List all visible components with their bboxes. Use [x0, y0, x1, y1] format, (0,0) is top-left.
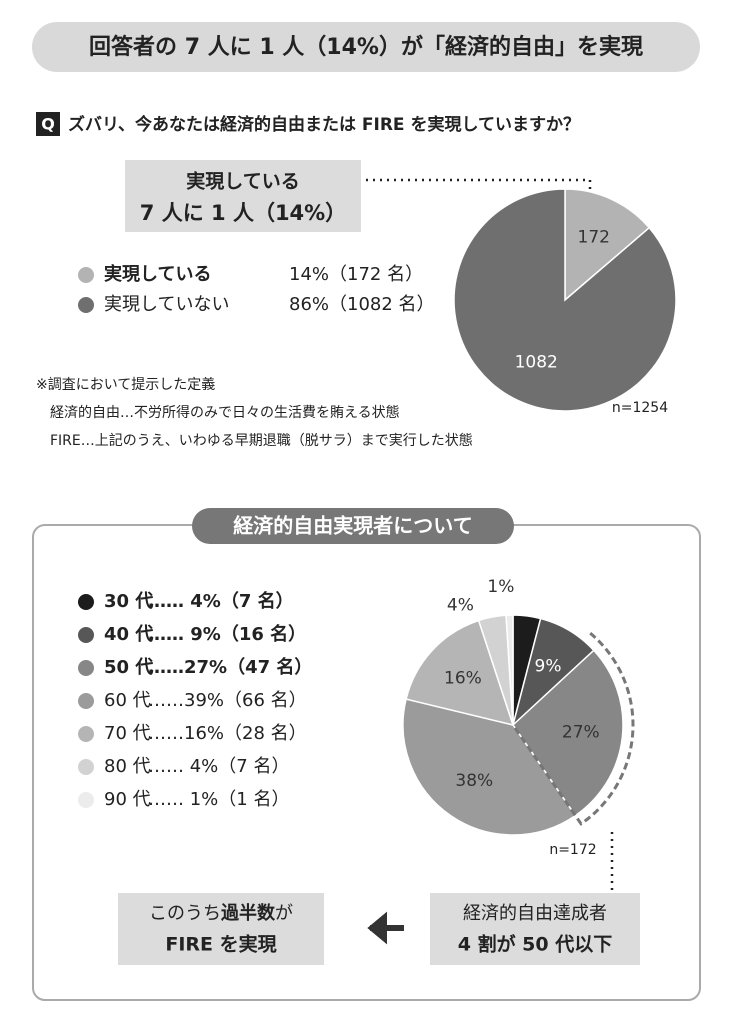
slice-label: 27%: [562, 723, 600, 743]
highlight-line: 7 人に 1 人（14%）: [140, 201, 346, 225]
legend-detail: …… 4%（7 名）: [148, 756, 289, 777]
legend-detail: 86%（1082 名）: [289, 294, 435, 315]
pie-slice: [402, 698, 577, 836]
slice-label: 172: [578, 227, 610, 247]
pie-slice: [453, 188, 677, 412]
legend-swatch: [78, 594, 94, 610]
legend-swatch: [78, 660, 94, 676]
header-title: 回答者の 7 人に 1 人（14%）が「経済的自由」を実現: [89, 34, 643, 60]
legend-swatch: [78, 693, 94, 709]
legend-detail: …… 9%（16 名）: [148, 623, 306, 645]
legend-name: 50 代: [104, 657, 153, 678]
legend-detail: ……27%（47 名）: [148, 656, 312, 678]
callout-text: が: [275, 903, 293, 924]
section-title: 経済的自由実現者について: [233, 514, 472, 538]
callout-text: このうち: [149, 903, 221, 924]
pie-note: n=172: [549, 842, 596, 858]
slice-label: 16%: [444, 669, 482, 689]
legend-detail: …… 4%（7 名）: [148, 590, 294, 612]
highlight-line: 実現している: [186, 170, 299, 193]
legend-swatch: [78, 627, 94, 643]
legend-name: 80 代: [104, 756, 151, 777]
legend-swatch: [78, 297, 94, 313]
legend-detail: …… 1%（1 名）: [148, 789, 289, 810]
slice-label: 9%: [535, 656, 562, 676]
slice-label: 1%: [487, 577, 514, 597]
legend-name: 60 代: [104, 690, 151, 711]
legend-detail: 14%（172 名）: [289, 264, 423, 285]
header-pill: [32, 22, 700, 72]
callout-line: このうち過半数が: [149, 902, 293, 924]
highlight-arc: [511, 632, 635, 826]
q-mark: Q: [41, 115, 55, 134]
legend-detail: ……16%（28 名）: [148, 723, 307, 744]
slice-label: 4%: [524, 578, 551, 598]
section-pill: [192, 508, 514, 544]
legend-name: 実現している: [104, 263, 211, 285]
callout-text: 過半数: [221, 902, 276, 924]
legend-name: 40 代: [104, 624, 153, 645]
note: ※調査において提示した定義: [36, 376, 215, 393]
note: FIRE…上記のうえ、いわゆる早期退職（脱サラ）まで実行した状態: [50, 432, 473, 449]
legend-name: 実現していない: [104, 294, 229, 315]
pie-note: n=1254: [612, 400, 668, 416]
legend-swatch: [78, 792, 94, 808]
note: 経済的自由…不労所得のみで日々の生活費を賄える状態: [50, 404, 400, 421]
question: ズバリ、今あなたは経済的自由または FIRE を実現していますか？: [68, 114, 580, 135]
legend-swatch: [78, 759, 94, 775]
callout-line: FIRE を実現: [165, 933, 276, 956]
slice-label: 4%: [447, 595, 474, 615]
q-box: [36, 112, 60, 136]
callout-box: [430, 893, 640, 965]
callout-box: [118, 893, 324, 965]
slice-label: 38%: [455, 771, 493, 791]
legend-name: 90 代: [104, 789, 151, 810]
legend-name: 30 代: [104, 591, 153, 612]
legend-swatch: [78, 726, 94, 742]
arrow: [367, 911, 404, 945]
legend-detail: ……39%（66 名）: [148, 690, 307, 711]
pie-slice: [405, 619, 515, 727]
legend-name: 70 代: [104, 723, 151, 744]
pie-slice: [564, 188, 651, 302]
slice-label: 1082: [515, 353, 558, 373]
callout-line: 4 割が 50 代以下: [458, 933, 613, 956]
legend-swatch: [78, 267, 94, 283]
pie-slice: [505, 614, 514, 726]
pie-slice: [512, 649, 624, 817]
callout-line: 経済的自由達成者: [463, 903, 607, 924]
highlight-box: [125, 160, 361, 232]
